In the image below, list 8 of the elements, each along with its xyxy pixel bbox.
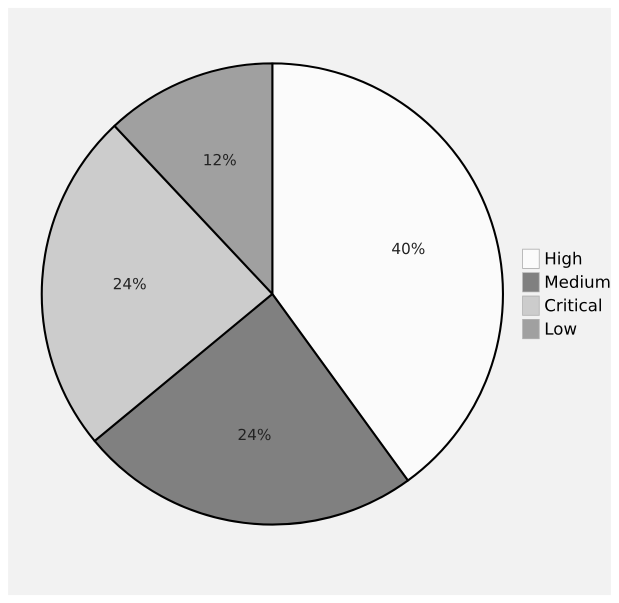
slice-label: High <box>546 252 582 268</box>
data-label: 24% <box>238 428 271 440</box>
legend-label: Medium <box>546 275 610 288</box>
data-label: 12% <box>204 154 236 166</box>
legend-label: Low <box>546 322 576 335</box>
data-label: 24% <box>114 278 146 290</box>
data-label: 40% <box>392 242 424 254</box>
legend-label: Critical <box>545 298 601 312</box>
